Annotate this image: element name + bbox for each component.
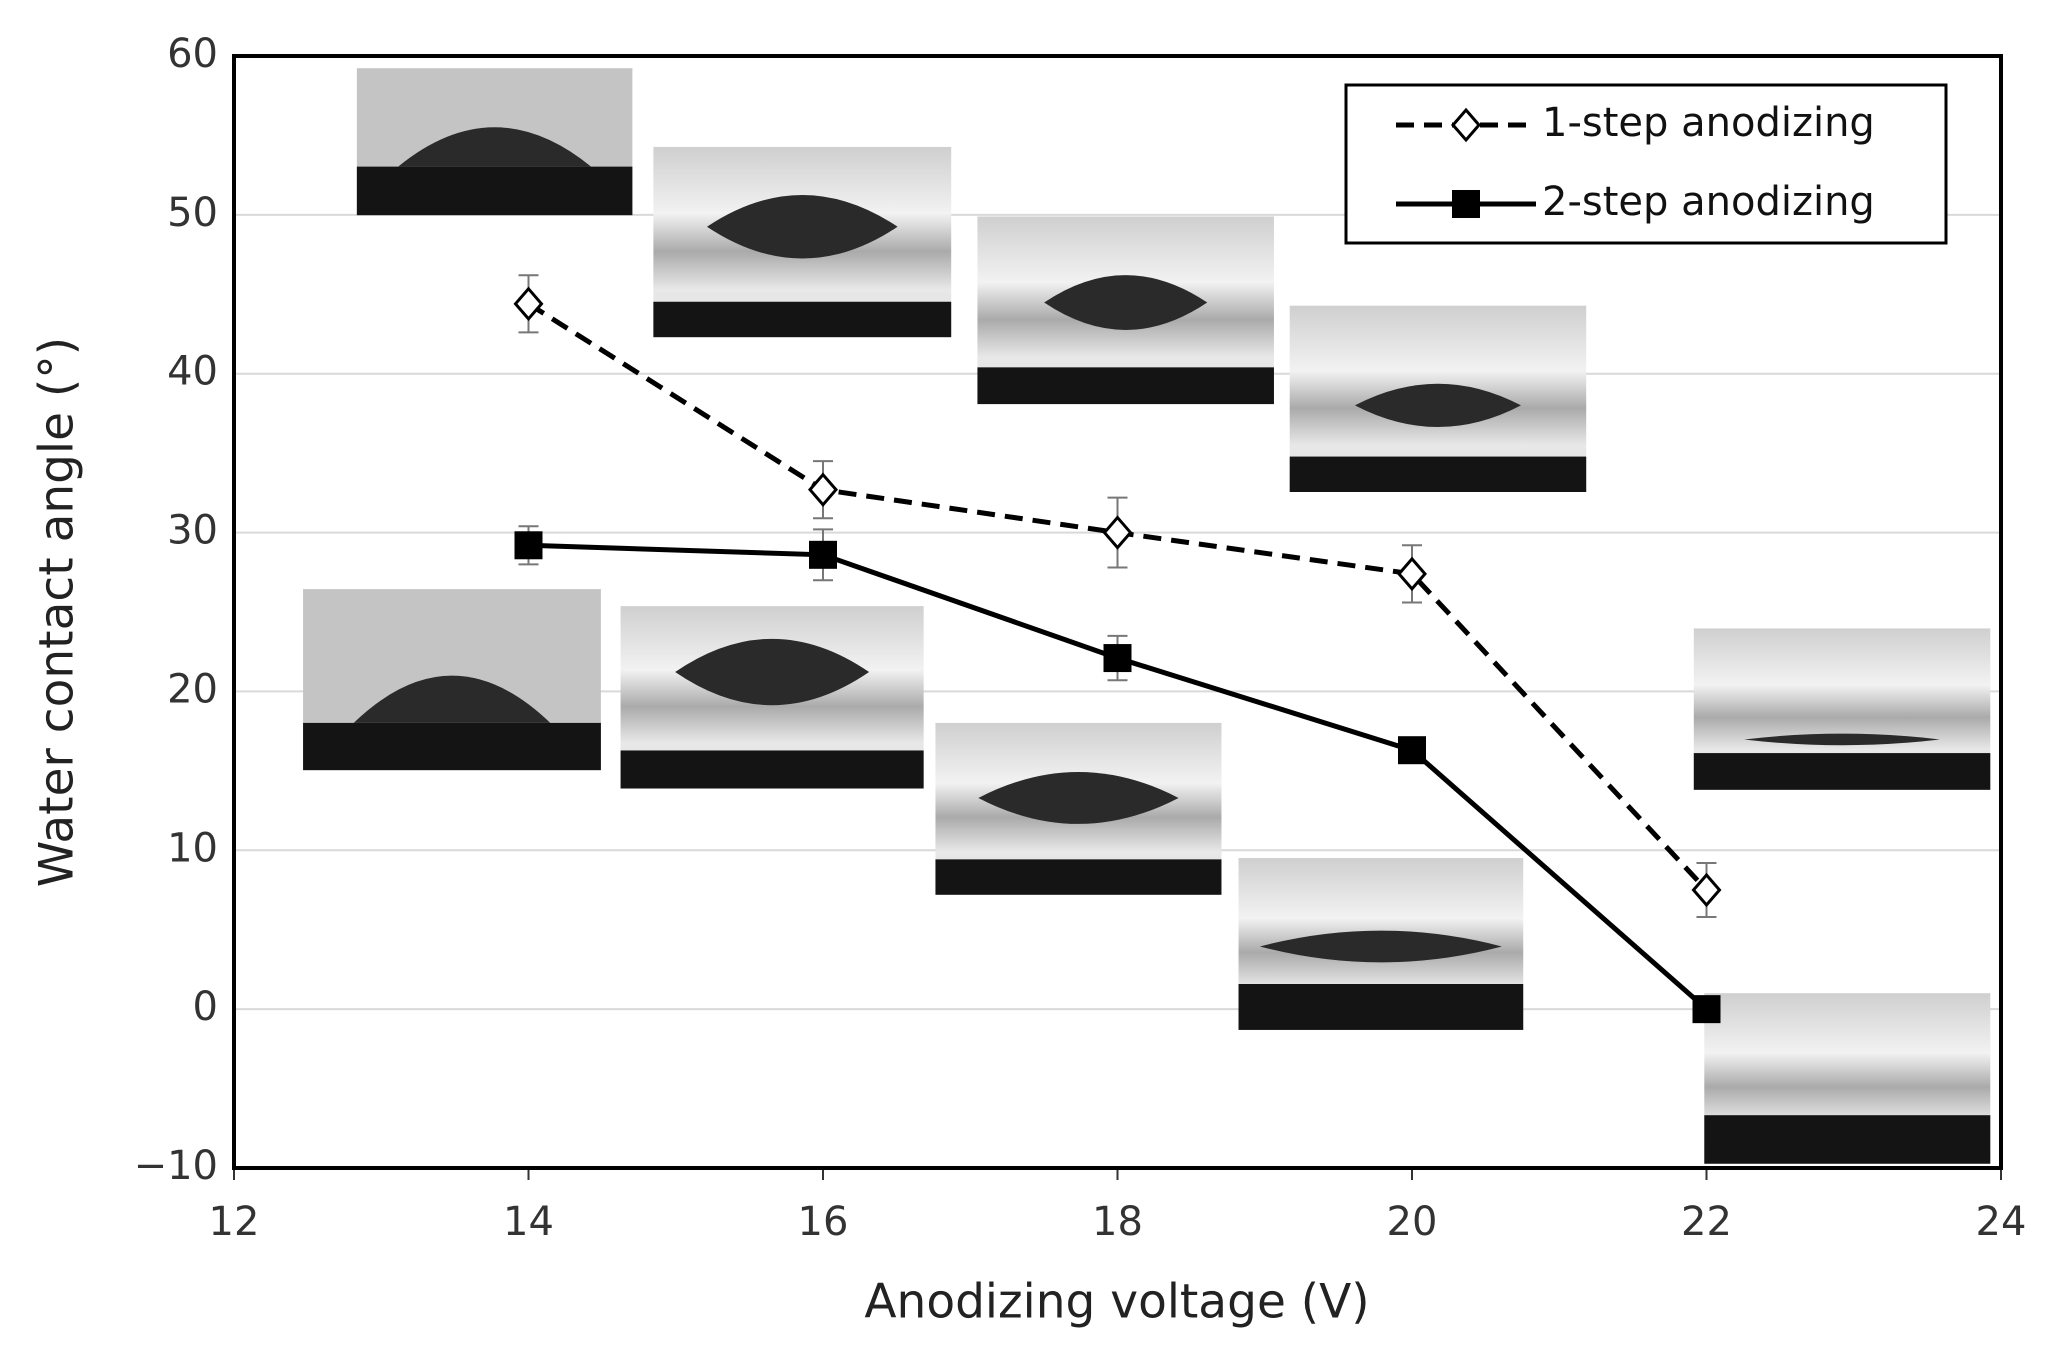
legend-marker: [1452, 190, 1480, 218]
droplet-image: [356, 68, 633, 216]
droplet-image: [1238, 858, 1524, 1030]
marker: [1692, 995, 1721, 1024]
droplet: [1744, 733, 1940, 746]
droplet-image: [620, 606, 924, 789]
droplet: [353, 675, 551, 723]
droplet-image: [653, 146, 952, 338]
x-tick-label: 22: [1681, 1199, 1732, 1245]
substrate: [1704, 1115, 1991, 1164]
marker: [809, 540, 837, 569]
y-tick-label: −10: [134, 1143, 218, 1189]
legend-box: [1344, 83, 1948, 245]
y-tick-label: 60: [167, 31, 218, 77]
x-tick-label: 16: [798, 1199, 849, 1245]
x-axis-title: Anodizing voltage (V): [864, 1275, 1369, 1330]
legend-label: 1-step anodizing: [1542, 100, 1875, 146]
x-tick-label: 18: [1092, 1199, 1143, 1245]
marker: [1397, 556, 1427, 592]
droplet: [706, 194, 898, 259]
marker: [1691, 872, 1722, 908]
substrate: [356, 166, 633, 216]
y-tick-label: 0: [193, 984, 218, 1030]
droplet: [1354, 383, 1521, 428]
marker: [1398, 736, 1426, 765]
marker: [514, 531, 543, 560]
droplet: [675, 638, 870, 706]
marker: [513, 286, 544, 322]
y-tick-label: 30: [167, 508, 218, 554]
droplet-image: [977, 216, 1274, 405]
droplet: [1044, 275, 1208, 330]
droplet: [398, 127, 592, 167]
y-tick-label: 40: [167, 349, 218, 395]
x-tick-label: 14: [503, 1199, 554, 1245]
droplet-image: [935, 722, 1222, 895]
y-tick-label: 10: [167, 825, 218, 871]
y-tick-label: 20: [167, 666, 218, 712]
droplet-image: [1693, 628, 1991, 790]
substrate: [1238, 984, 1524, 1030]
substrate: [620, 750, 924, 789]
legend-marker: [1451, 107, 1481, 143]
droplet-image: [303, 589, 601, 771]
x-tick-label: 20: [1387, 1199, 1438, 1245]
x-tick-label: 24: [1976, 1199, 2027, 1245]
substrate: [977, 367, 1274, 405]
droplet: [978, 771, 1179, 824]
marker: [1103, 644, 1132, 673]
x-tick-label: 12: [209, 1199, 260, 1245]
substrate: [653, 301, 952, 338]
droplet-image: [1289, 305, 1587, 492]
substrate: [1693, 753, 1991, 790]
substrate: [303, 722, 601, 771]
droplet: [1259, 930, 1502, 963]
marker: [808, 472, 838, 507]
y-axis-title: Water contact angle (°): [30, 337, 85, 887]
substrate: [1289, 456, 1587, 492]
y-tick-label: 50: [167, 190, 218, 236]
plot-frame: [232, 54, 2003, 1170]
marker: [1102, 515, 1133, 550]
legend-label: 2-step anodizing: [1542, 179, 1875, 225]
substrate: [935, 859, 1222, 895]
droplet-image: [1704, 993, 1991, 1164]
